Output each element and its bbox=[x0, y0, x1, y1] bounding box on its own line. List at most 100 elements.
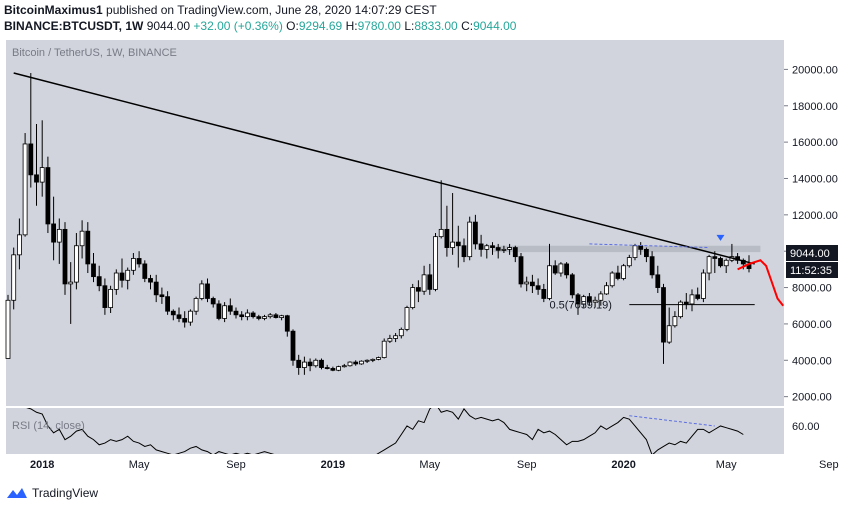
low-value: 8833.00 bbox=[414, 19, 458, 33]
candle bbox=[632, 243, 638, 261]
candle bbox=[199, 280, 205, 301]
candle bbox=[701, 269, 706, 303]
low-label: L: bbox=[404, 19, 415, 33]
author-name[interactable]: BitcoinMaximus1 bbox=[4, 3, 103, 17]
tradingview-branding[interactable]: TradingView bbox=[6, 486, 98, 500]
candle-body bbox=[142, 263, 148, 279]
candle-body bbox=[672, 316, 678, 327]
candle bbox=[16, 218, 22, 270]
time-tick-label: Sep bbox=[819, 459, 839, 471]
candle bbox=[547, 243, 552, 301]
candle bbox=[478, 234, 484, 257]
candle-body bbox=[524, 281, 530, 285]
candle-body bbox=[353, 361, 359, 365]
candle-body bbox=[421, 274, 427, 292]
candle bbox=[216, 300, 222, 321]
candle-body bbox=[102, 285, 108, 308]
tradingview-wordmark: TradingView bbox=[32, 486, 99, 500]
candle bbox=[273, 313, 279, 319]
candle-body bbox=[244, 312, 250, 318]
candle bbox=[34, 123, 39, 206]
candle-body bbox=[130, 258, 136, 271]
candle-body bbox=[661, 287, 666, 343]
candle-body bbox=[119, 272, 125, 281]
candle-body bbox=[695, 294, 701, 299]
candle bbox=[267, 313, 273, 319]
candle-body bbox=[558, 263, 564, 274]
candle bbox=[170, 309, 176, 321]
candle-body bbox=[410, 287, 416, 308]
candle-body bbox=[655, 274, 661, 288]
time-tick-label: 2020 bbox=[611, 459, 635, 471]
candle bbox=[341, 363, 347, 368]
candle-body bbox=[478, 243, 484, 250]
candle bbox=[39, 120, 45, 197]
candle-body bbox=[296, 359, 302, 368]
candle-body bbox=[393, 335, 399, 339]
candle-body bbox=[233, 310, 239, 316]
last-price-tag-text: 9044.00 bbox=[790, 248, 830, 260]
candle-body bbox=[74, 245, 79, 283]
candle bbox=[353, 360, 359, 366]
time-tick-label: Sep bbox=[517, 459, 537, 471]
candle-body bbox=[62, 228, 68, 285]
time-axis[interactable]: 2018 May Sep 2019 May Sep 2020 May Sep bbox=[30, 459, 839, 471]
candle bbox=[433, 233, 438, 292]
candle-body bbox=[22, 143, 28, 236]
candle-body bbox=[5, 299, 11, 359]
symbol-name[interactable]: BINANCE:BTCUSDT, 1W bbox=[4, 19, 144, 33]
candle bbox=[381, 338, 387, 359]
candle-body bbox=[187, 310, 193, 323]
candle bbox=[319, 358, 324, 370]
candle bbox=[415, 280, 421, 303]
candle bbox=[74, 233, 79, 290]
candle-body bbox=[16, 234, 22, 256]
candle bbox=[376, 356, 381, 361]
candle bbox=[176, 307, 182, 323]
candle-body bbox=[216, 303, 222, 319]
candle-body bbox=[262, 316, 267, 319]
time-tick-label: May bbox=[129, 459, 150, 471]
candle-body bbox=[718, 258, 723, 267]
candle-body bbox=[455, 241, 461, 247]
candle-body bbox=[28, 143, 34, 176]
candle bbox=[358, 360, 364, 365]
last-price-tag: 9044.00 bbox=[786, 245, 838, 261]
candle bbox=[530, 274, 535, 294]
candle-body bbox=[376, 357, 381, 360]
candle-body bbox=[125, 269, 131, 281]
high-label: H: bbox=[345, 19, 358, 33]
rsi-axis[interactable]: 60.00 bbox=[792, 421, 820, 433]
candle-body bbox=[495, 247, 501, 251]
candle-body bbox=[575, 294, 581, 305]
candle-body bbox=[301, 361, 307, 368]
candle bbox=[307, 358, 313, 372]
candle-body bbox=[598, 293, 604, 301]
candle-body bbox=[284, 315, 290, 332]
candle bbox=[461, 238, 467, 263]
candle-body bbox=[604, 285, 609, 295]
candle-body bbox=[552, 265, 558, 274]
candle bbox=[438, 180, 444, 239]
candle-body bbox=[336, 366, 342, 371]
rsi-pane-background bbox=[6, 408, 784, 454]
close-value: 9044.00 bbox=[473, 19, 517, 33]
main-pane-background bbox=[6, 40, 784, 406]
rsi-line bbox=[26, 408, 744, 454]
candle bbox=[68, 262, 74, 324]
candle-body bbox=[472, 221, 478, 245]
candle bbox=[444, 205, 450, 257]
candle-body bbox=[438, 228, 444, 238]
rsi-title: RSI (14, close) bbox=[12, 420, 85, 432]
candle-body bbox=[96, 276, 102, 287]
candle bbox=[723, 258, 729, 274]
candle-body bbox=[358, 360, 364, 365]
candle-body bbox=[581, 296, 587, 305]
high-value: 9780.00 bbox=[357, 19, 401, 33]
candle bbox=[136, 251, 142, 268]
price-axis[interactable]: 20000.00 18000.00 16000.00 14000.00 12000.00… bbox=[784, 64, 838, 404]
candle-body bbox=[370, 358, 376, 361]
candle-body bbox=[683, 301, 689, 305]
candle bbox=[284, 314, 290, 337]
